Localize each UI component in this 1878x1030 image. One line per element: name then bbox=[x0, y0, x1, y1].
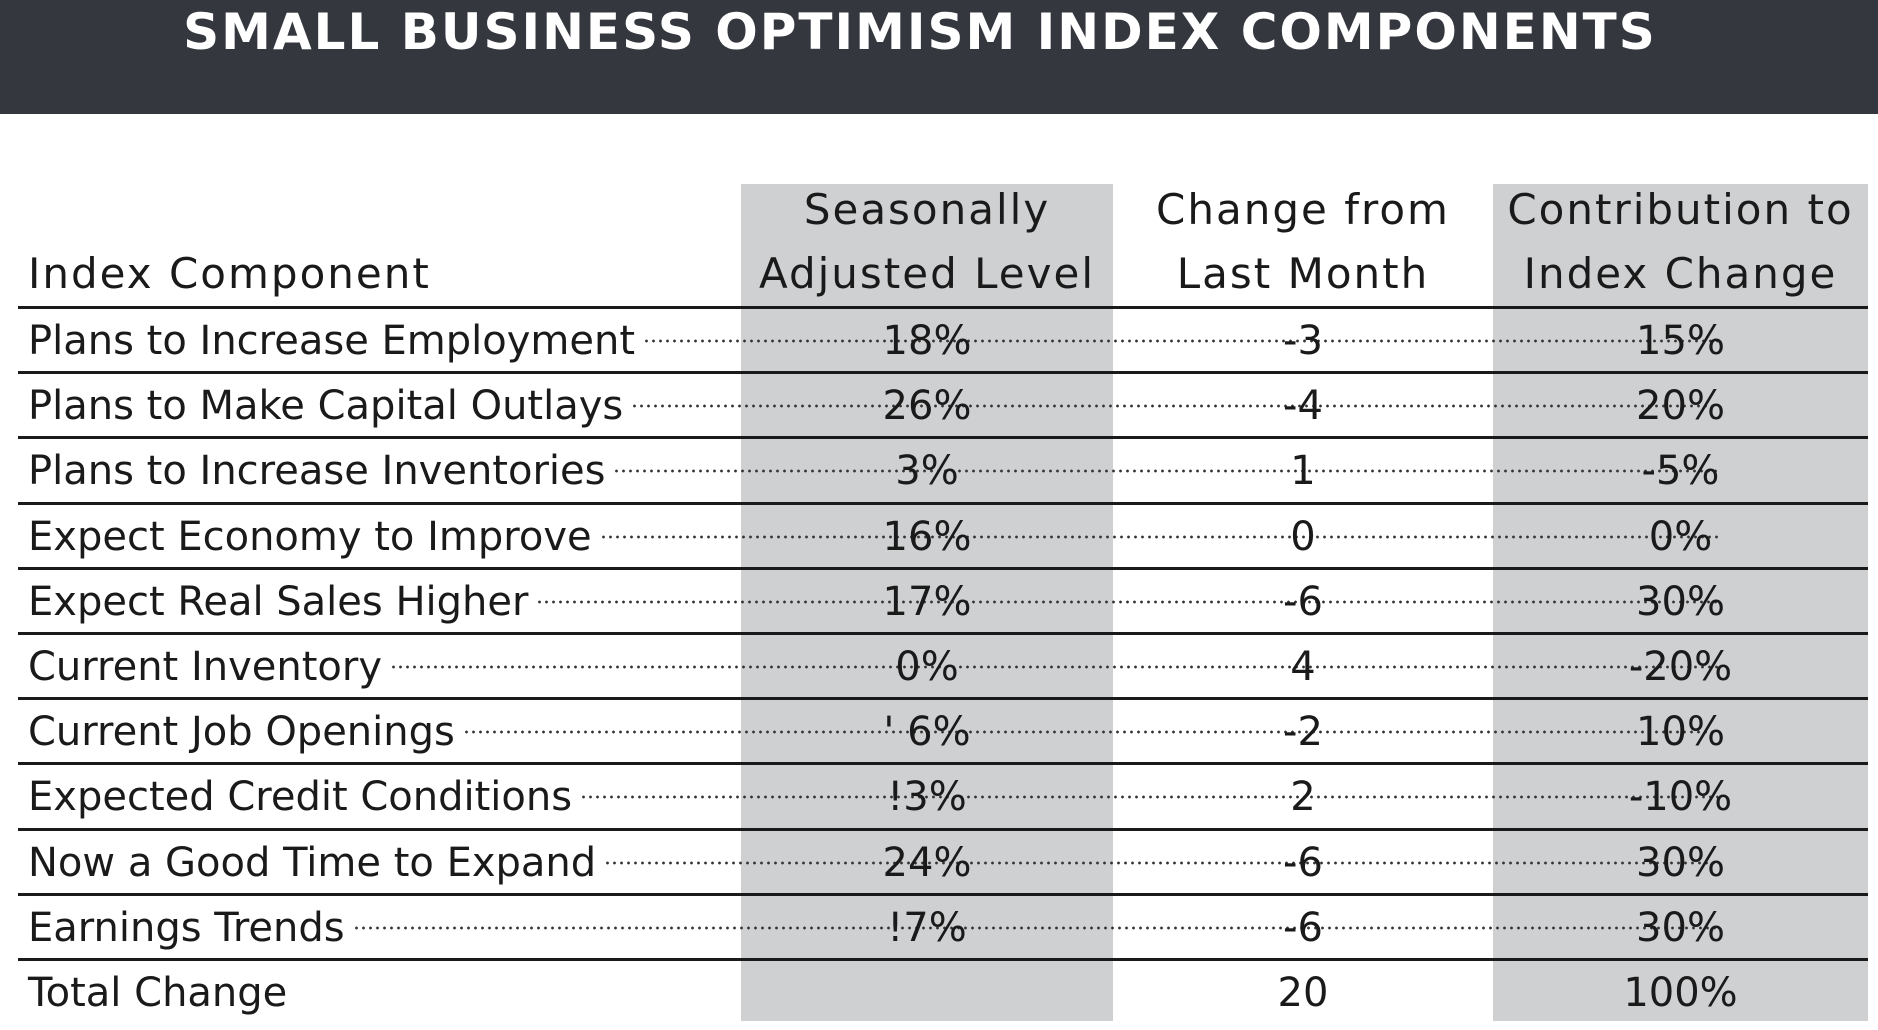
contribution-to-index-change: 15% bbox=[1636, 318, 1725, 364]
contribution-to-index-change: -20% bbox=[1628, 644, 1733, 690]
seasonally-adjusted-level: 0% bbox=[895, 644, 959, 690]
row-divider bbox=[18, 697, 1868, 701]
seasonally-adjusted-level: 16% bbox=[882, 513, 972, 560]
row-divider bbox=[18, 892, 1868, 896]
row-divider bbox=[18, 632, 1868, 635]
table-row: Expect Real Sales Higher 17% -6 30% bbox=[18, 570, 1868, 635]
leader-dots bbox=[536, 599, 1718, 604]
change-from-last-month: 0 bbox=[1290, 513, 1316, 560]
leader-dots bbox=[580, 795, 1718, 800]
component-name: Total Change bbox=[28, 970, 288, 1016]
seasonally-adjusted-level: 18% bbox=[882, 318, 972, 364]
table-row: Expected Credit Conditions !3% 2 -10% bbox=[18, 765, 1868, 830]
component-name: Expect Real Sales Higher bbox=[28, 578, 529, 625]
change-from-last-month: -4 bbox=[1283, 383, 1323, 430]
table-row: Earnings Trends !7% -6 30% bbox=[18, 896, 1868, 961]
table-row: Plans to Increase Inventories 3% 1 -5% bbox=[18, 439, 1868, 504]
leader-dots bbox=[631, 404, 1718, 409]
leader-dots bbox=[600, 534, 1718, 539]
change-from-last-month: 2 bbox=[1290, 774, 1316, 821]
component-name: Current Job Openings bbox=[28, 709, 455, 756]
change-from-last-month: 20 bbox=[1277, 970, 1329, 1016]
contribution-to-index-change: -5% bbox=[1641, 448, 1720, 495]
page-title: SMALL BUSINESS OPTIMISM INDEX COMPONENTS bbox=[183, 3, 1657, 61]
component-name: Earnings Trends bbox=[28, 904, 345, 951]
row-divider bbox=[18, 501, 1868, 505]
leader-dots bbox=[390, 665, 1718, 669]
table-row: Current Job Openings ' 6% -2 10% bbox=[18, 700, 1868, 765]
table-row: Plans to Make Capital Outlays 26% -4 20% bbox=[18, 374, 1868, 439]
seasonally-adjusted-level: 26% bbox=[882, 383, 972, 430]
header-contribution-to-index-change: Contribution to Index Change bbox=[1507, 185, 1854, 298]
table-row: Now a Good Time to Expand 24% -6 30% bbox=[18, 831, 1868, 896]
table-row: Expect Economy to Improve 16% 0 0% bbox=[18, 505, 1868, 570]
row-divider bbox=[18, 371, 1868, 375]
contribution-to-index-change: 10% bbox=[1636, 709, 1725, 756]
total-row: Total Change 20 100% bbox=[18, 961, 1868, 1026]
row-divider bbox=[18, 762, 1868, 766]
seasonally-adjusted-level: ' 6% bbox=[883, 709, 971, 756]
header-change-from-last-month: Change from Last Month bbox=[1156, 185, 1450, 298]
change-from-last-month: -2 bbox=[1283, 709, 1323, 756]
contribution-to-index-change: 30% bbox=[1636, 578, 1725, 625]
header-index-component: Index Component bbox=[28, 249, 431, 298]
seasonally-adjusted-level: 17% bbox=[882, 578, 972, 625]
leader-dots bbox=[613, 469, 1718, 474]
row-divider bbox=[18, 566, 1868, 570]
component-name: Plans to Increase Inventories bbox=[28, 448, 606, 495]
contribution-to-index-change: 0% bbox=[1648, 513, 1713, 560]
change-from-last-month: -6 bbox=[1283, 578, 1323, 625]
change-from-last-month: -6 bbox=[1283, 904, 1323, 951]
row-divider bbox=[18, 958, 1868, 961]
contribution-to-index-change: 20% bbox=[1636, 383, 1725, 430]
component-name: Plans to Make Capital Outlays bbox=[28, 383, 624, 430]
contribution-to-index-change: 30% bbox=[1636, 904, 1725, 951]
row-divider bbox=[18, 827, 1868, 831]
change-from-last-month: -3 bbox=[1283, 318, 1323, 364]
change-from-last-month: -6 bbox=[1283, 839, 1323, 886]
seasonally-adjusted-level: !7% bbox=[887, 904, 967, 951]
contribution-to-index-change: 100% bbox=[1623, 970, 1738, 1016]
header-seasonally-adjusted-level: Seasonally Adjusted Level bbox=[758, 185, 1095, 298]
component-name: Plans to Increase Employment bbox=[28, 318, 636, 364]
component-name: Expect Economy to Improve bbox=[28, 513, 592, 560]
change-from-last-month: 1 bbox=[1290, 448, 1316, 495]
contribution-to-index-change: 30% bbox=[1636, 839, 1725, 886]
leader-dots bbox=[643, 339, 1718, 343]
header-rule bbox=[18, 306, 1868, 309]
change-from-last-month: 4 bbox=[1290, 644, 1316, 690]
component-name: Now a Good Time to Expand bbox=[28, 839, 597, 886]
row-divider bbox=[18, 436, 1868, 440]
seasonally-adjusted-level: 24% bbox=[882, 839, 972, 886]
seasonally-adjusted-level bbox=[741, 961, 1113, 1026]
leader-dots bbox=[353, 925, 1718, 930]
seasonally-adjusted-level: !3% bbox=[887, 774, 967, 821]
leader-dots bbox=[463, 730, 1718, 735]
seasonally-adjusted-level: 3% bbox=[895, 448, 959, 495]
table-row: Current Inventory 0% 4 -20% bbox=[18, 635, 1868, 700]
component-name: Current Inventory bbox=[28, 644, 383, 690]
component-name: Expected Credit Conditions bbox=[28, 774, 573, 821]
leader-dots bbox=[604, 860, 1718, 865]
title-banner: SMALL BUSINESS OPTIMISM INDEX COMPONENTS bbox=[0, 0, 1878, 114]
contribution-to-index-change: -10% bbox=[1628, 774, 1733, 821]
table-row: Plans to Increase Employment 18% -3 15% bbox=[18, 309, 1868, 374]
